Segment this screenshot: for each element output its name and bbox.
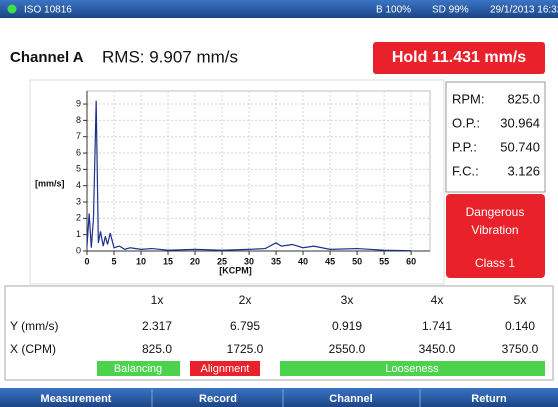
standard: ISO 10816	[24, 5, 72, 16]
cell: 3750.0	[502, 342, 539, 356]
column-header: 1x	[151, 293, 164, 307]
alarm-class: Class 1	[475, 256, 515, 270]
x-tick-label: 40	[298, 256, 308, 266]
reading-value: 50.740	[500, 139, 540, 154]
y-tick-label: 0	[76, 245, 81, 255]
x-tick-label: 25	[217, 256, 227, 266]
x-tick-label: 55	[379, 256, 389, 266]
button-bar	[0, 388, 558, 407]
status-bar	[0, 0, 558, 18]
reading-label: RPM:	[452, 91, 485, 106]
y-tick-label: 1	[76, 229, 81, 239]
y-tick-label: 5	[76, 164, 81, 174]
hold-label[interactable]: Hold 11.431 mm/s	[392, 49, 526, 66]
reading-label: O.P.:	[452, 115, 480, 130]
reading-label: F.C.:	[452, 163, 479, 178]
readings: RPM: 825.0 O.P.: 30.964 P.P.: 50.740 F.C.: 3.12…	[452, 91, 540, 178]
x-tick-label: 0	[84, 256, 89, 266]
x-tick-label: 5	[112, 256, 117, 266]
column-header: 4x	[431, 293, 444, 307]
column-header: 3x	[341, 293, 354, 307]
spectrum-line	[86, 100, 412, 252]
cell: 1725.0	[227, 342, 264, 356]
channel: Channel A	[10, 49, 84, 66]
reading-value: 825.0	[507, 91, 540, 106]
y-axis-label: [mm/s]	[35, 178, 65, 188]
battery: B 100%	[376, 5, 411, 16]
alarm-box	[446, 194, 545, 278]
row-label: X (CPM)	[10, 342, 56, 356]
x-tick-label: 30	[244, 256, 254, 266]
button-return[interactable]: Return	[471, 393, 507, 405]
cell: 6.795	[230, 319, 260, 333]
cell: 1.741	[422, 319, 452, 333]
y-tick-label: 3	[76, 196, 81, 206]
sd: SD 99%	[432, 5, 469, 16]
indicator-label: Alignment	[201, 363, 250, 375]
table: 1x 2x 3x 4x 5x Y (mm/s) 2.317 6.795 0.919 1.741 0.…	[10, 293, 539, 356]
y-tick-label: 7	[76, 131, 81, 141]
cell: 825.0	[142, 342, 172, 356]
alarm-text: Vibration	[471, 223, 518, 237]
cell: 3450.0	[419, 342, 456, 356]
x-tick-label: 45	[325, 256, 335, 266]
column-header: 5x	[514, 293, 527, 307]
indicator-alignment	[190, 361, 260, 376]
x-tick-label: 50	[352, 256, 362, 266]
x-tick-label: 10	[136, 256, 146, 266]
indicator-looseness	[280, 361, 545, 376]
reading-value: 3.126	[507, 163, 540, 178]
indicator-label: Balancing	[114, 363, 162, 375]
button-record[interactable]: Record	[199, 393, 237, 405]
y-tick-label: 2	[76, 213, 81, 223]
y-tick-label: 8	[76, 115, 81, 125]
button-channel[interactable]: Channel	[329, 393, 372, 405]
cell: 2.317	[142, 319, 172, 333]
hold-button[interactable]	[373, 42, 545, 74]
datetime: 29/1/2013 16:32	[490, 5, 558, 16]
x-axis-label: [KCPM]	[219, 265, 252, 275]
cell: 0.140	[505, 319, 535, 333]
plot-area	[86, 90, 431, 252]
readings-box	[445, 81, 546, 193]
reading-label: P.P.:	[452, 139, 477, 154]
cell: 0.919	[332, 319, 362, 333]
cell: 2550.0	[329, 342, 366, 356]
y-tick-label: 9	[76, 98, 81, 108]
y-tick-label: 6	[76, 147, 81, 157]
x-tick-label: 20	[190, 256, 200, 266]
x-tick-label: 60	[406, 256, 416, 266]
row-label: Y (mm/s)	[10, 319, 58, 333]
indicator-label: Looseness	[385, 363, 439, 375]
x-tick-label: 15	[163, 256, 173, 266]
x-tick-label: 35	[271, 256, 281, 266]
reading-value: 30.964	[500, 115, 540, 130]
column-header: 2x	[239, 293, 252, 307]
status-dot	[7, 4, 17, 14]
button-measurement[interactable]: Measurement	[41, 393, 112, 405]
alarm-text: Dangerous	[466, 205, 525, 219]
y-tick-label: 4	[76, 180, 81, 190]
indicator-balancing	[97, 361, 180, 376]
rms: RMS: 9.907 mm/s	[102, 47, 238, 66]
